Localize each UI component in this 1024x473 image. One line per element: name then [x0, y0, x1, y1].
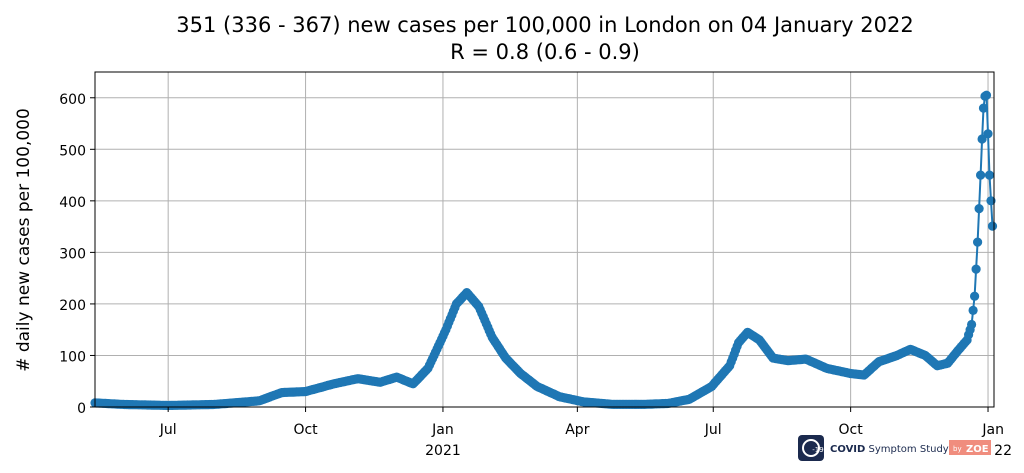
data-point: [976, 170, 986, 180]
x-tick-sublabel: 2021: [425, 443, 461, 459]
data-point: [973, 237, 983, 247]
logo-by-text: by: [953, 445, 962, 453]
x-tick-label: Jul: [159, 422, 177, 438]
logo-bold-text: COVID: [830, 444, 865, 455]
x-tick-label: Oct: [293, 422, 318, 438]
logo-badge-icon: [798, 435, 824, 461]
data-point: [974, 204, 984, 214]
x-tick-sublabel: 22: [994, 443, 1012, 459]
y-axis-label: # daily new cases per 100,000: [14, 108, 34, 372]
plot-area: [94, 71, 995, 408]
axis-ticks: 0 100 200 300 400 500 600 Jul Oct Jan 2021 Apr Jul Oc…: [59, 92, 1012, 459]
x-tick-label: Jan: [431, 422, 454, 438]
series-layer: [90, 90, 998, 411]
data-point: [968, 305, 978, 315]
y-tick-label: 400: [59, 195, 86, 211]
data-point: [987, 221, 998, 231]
y-tick-label: 500: [59, 143, 86, 159]
y-tick-label: 0: [77, 401, 86, 417]
logo-ring-icon: [802, 439, 820, 457]
chart-subtitle: R = 0.8 (0.6 - 0.9): [450, 40, 640, 64]
data-point: [981, 90, 992, 100]
series-line: [94, 93, 994, 407]
data-point: [983, 129, 993, 139]
logo-text: COVID Symptom Study: [830, 444, 949, 455]
x-tick-label: Jul: [704, 422, 722, 438]
logo-badge-text: -19: [812, 446, 823, 454]
data-point: [978, 103, 989, 113]
y-tick-label: 200: [59, 298, 86, 314]
y-tick-label: 100: [59, 349, 86, 365]
x-tick-label: Oct: [839, 422, 864, 438]
data-point: [967, 319, 977, 330]
data-point: [986, 196, 996, 206]
chart-title: 351 (336 - 367) new cases per 100,000 in…: [176, 13, 913, 37]
grid: [95, 72, 994, 408]
y-tick-label: 300: [59, 246, 86, 262]
logo-rest-text: Symptom Study: [869, 444, 949, 455]
data-point: [977, 134, 987, 144]
data-point: [984, 170, 995, 180]
covid-symptom-study-logo: -19 COVID Symptom Study by ZOE: [798, 435, 991, 461]
data-point: [970, 291, 980, 301]
logo-brand-text: ZOE: [966, 444, 989, 455]
logo-zoe-box: [949, 440, 991, 455]
data-point: [971, 264, 981, 274]
y-tick-label: 600: [59, 92, 86, 108]
x-tick-label: Apr: [565, 422, 589, 438]
x-tick-label: Jan: [981, 422, 1004, 438]
